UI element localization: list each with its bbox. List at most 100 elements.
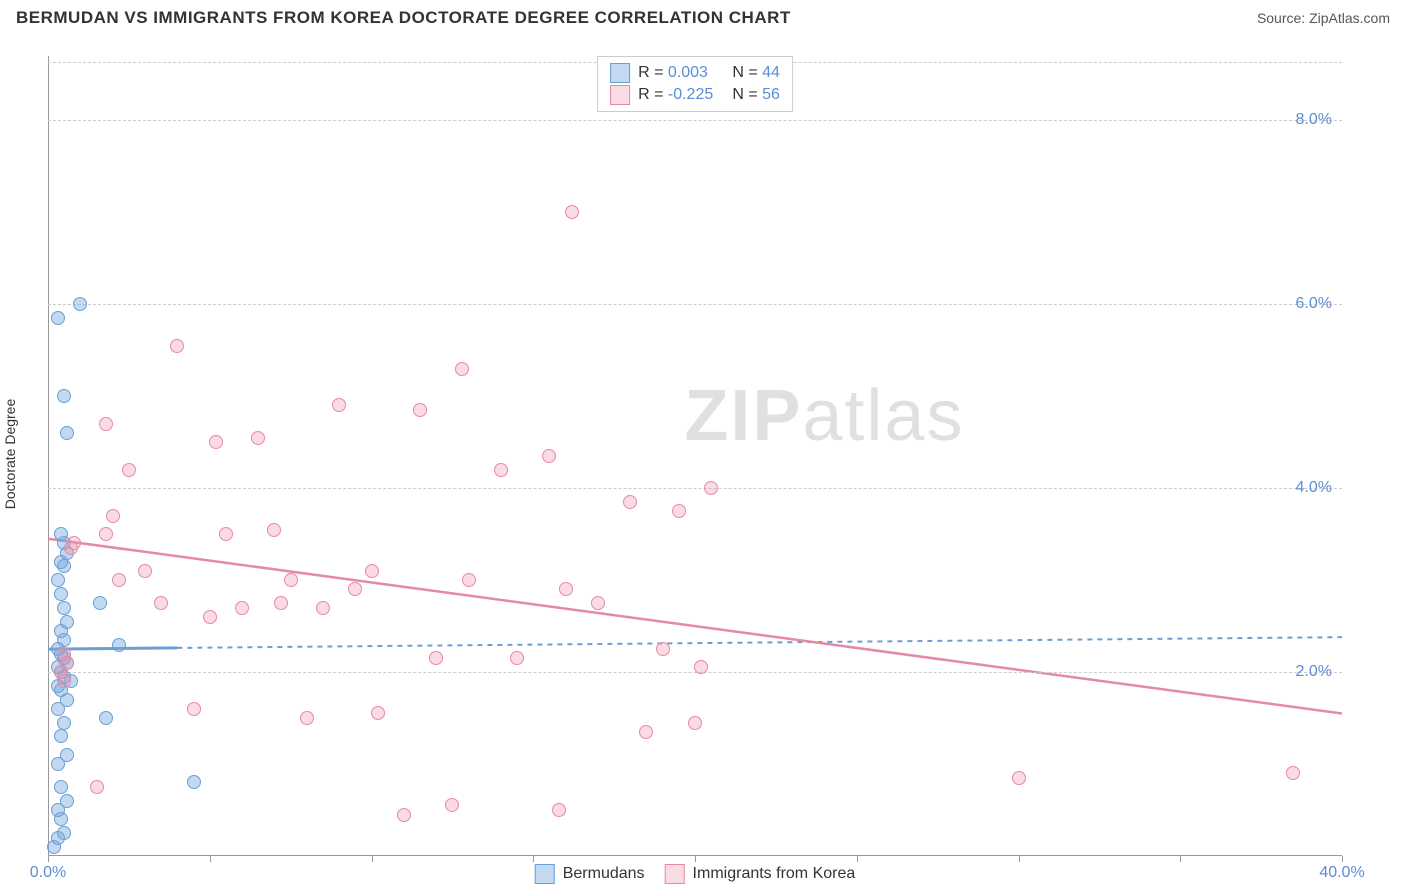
legend-correlation: R = 0.003 N = 44 R = -0.225 N = 56 — [597, 56, 793, 112]
point-korea — [565, 205, 579, 219]
point-korea — [106, 509, 120, 523]
point-bermudan — [60, 426, 74, 440]
x-tick — [372, 856, 373, 862]
point-korea — [187, 702, 201, 716]
point-korea — [284, 573, 298, 587]
point-korea — [235, 601, 249, 615]
point-korea — [542, 449, 556, 463]
point-korea — [462, 573, 476, 587]
point-bermudan — [51, 311, 65, 325]
legend-swatch — [535, 864, 555, 884]
legend-label: Bermudans — [563, 865, 645, 883]
legend-stats: R = -0.225 N = 56 — [638, 86, 780, 104]
legend-label: Immigrants from Korea — [693, 865, 856, 883]
point-bermudan — [54, 729, 68, 743]
point-korea — [455, 362, 469, 376]
point-korea — [99, 417, 113, 431]
point-korea — [209, 435, 223, 449]
point-korea — [99, 527, 113, 541]
legend-item: Immigrants from Korea — [665, 864, 856, 884]
point-bermudan — [60, 615, 74, 629]
point-bermudan — [51, 573, 65, 587]
legend-swatch — [610, 85, 630, 105]
point-bermudan — [57, 389, 71, 403]
point-korea — [688, 716, 702, 730]
y-tick-label: 4.0% — [1296, 479, 1332, 497]
point-korea — [656, 642, 670, 656]
point-bermudan — [93, 596, 107, 610]
point-korea — [704, 481, 718, 495]
point-korea — [413, 403, 427, 417]
point-korea — [639, 725, 653, 739]
legend-swatch — [665, 864, 685, 884]
source-attribution: Source: ZipAtlas.com — [1257, 10, 1390, 26]
x-tick — [1019, 856, 1020, 862]
plot-area: ZIPatlas 2.0%4.0%6.0%8.0%0.0%40.0%R = 0.… — [48, 56, 1342, 856]
point-korea — [90, 780, 104, 794]
point-korea — [429, 651, 443, 665]
point-korea — [112, 573, 126, 587]
x-tick — [1180, 856, 1181, 862]
point-korea — [694, 660, 708, 674]
point-korea — [623, 495, 637, 509]
point-bermudan — [73, 297, 87, 311]
x-tick — [210, 856, 211, 862]
point-korea — [494, 463, 508, 477]
point-korea — [274, 596, 288, 610]
y-tick-label: 6.0% — [1296, 295, 1332, 313]
legend-series: Bermudans Immigrants from Korea — [535, 864, 856, 884]
gridline-h — [48, 304, 1342, 305]
point-korea — [154, 596, 168, 610]
point-bermudan — [57, 601, 71, 615]
x-tick — [695, 856, 696, 862]
trend-lines — [48, 56, 1342, 856]
point-korea — [559, 582, 573, 596]
point-korea — [219, 527, 233, 541]
point-korea — [251, 431, 265, 445]
x-tick — [48, 856, 49, 862]
watermark: ZIPatlas — [684, 375, 964, 457]
y-axis-line — [48, 56, 49, 856]
point-korea — [371, 706, 385, 720]
legend-swatch — [610, 63, 630, 83]
point-korea — [203, 610, 217, 624]
legend-item: Bermudans — [535, 864, 645, 884]
point-korea — [67, 536, 81, 550]
point-korea — [445, 798, 459, 812]
point-bermudan — [54, 780, 68, 794]
legend-row: R = -0.225 N = 56 — [610, 85, 780, 105]
point-korea — [1286, 766, 1300, 780]
point-korea — [170, 339, 184, 353]
point-korea — [122, 463, 136, 477]
legend-row: R = 0.003 N = 44 — [610, 63, 780, 83]
y-tick-label: 8.0% — [1296, 111, 1332, 129]
point-korea — [672, 504, 686, 518]
x-tick — [857, 856, 858, 862]
x-tick-label: 40.0% — [1319, 864, 1364, 882]
y-axis-label: Doctorate Degree — [2, 399, 18, 510]
point-bermudan — [57, 826, 71, 840]
x-tick — [1342, 856, 1343, 862]
point-korea — [552, 803, 566, 817]
point-korea — [267, 523, 281, 537]
point-bermudan — [60, 748, 74, 762]
point-bermudan — [57, 716, 71, 730]
point-korea — [591, 596, 605, 610]
gridline-h — [48, 488, 1342, 489]
point-korea — [316, 601, 330, 615]
point-korea — [365, 564, 379, 578]
point-bermudan — [187, 775, 201, 789]
y-tick-label: 2.0% — [1296, 663, 1332, 681]
legend-stats: R = 0.003 N = 44 — [638, 64, 780, 82]
point-bermudan — [54, 587, 68, 601]
point-bermudan — [112, 638, 126, 652]
point-bermudan — [99, 711, 113, 725]
point-korea — [1012, 771, 1026, 785]
chart-title: BERMUDAN VS IMMIGRANTS FROM KOREA DOCTOR… — [16, 8, 791, 28]
gridline-h — [48, 120, 1342, 121]
point-korea — [510, 651, 524, 665]
x-tick — [533, 856, 534, 862]
point-korea — [57, 647, 71, 661]
point-korea — [300, 711, 314, 725]
point-korea — [397, 808, 411, 822]
